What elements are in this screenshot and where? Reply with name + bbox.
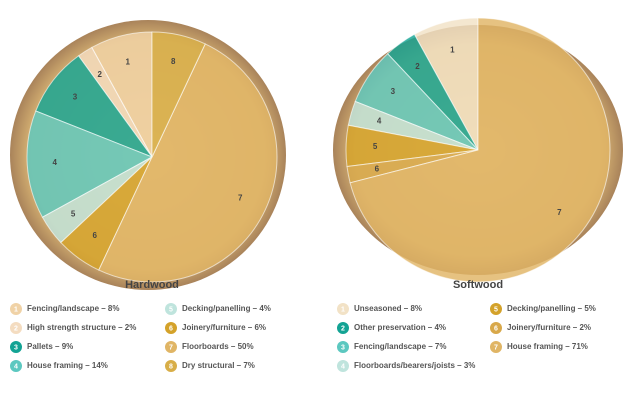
legend-badge [165, 322, 177, 334]
legend-badge [490, 322, 502, 334]
legend-badge [165, 341, 177, 353]
legend-badge [490, 303, 502, 315]
chart-title: Hardwood [125, 279, 179, 291]
legend-badge-number: 4 [14, 363, 18, 370]
chart-title: Softwood [453, 279, 503, 291]
legend-badge [337, 341, 349, 353]
legend-label: Fencing/landscape – 8% [27, 304, 119, 313]
legend-badge [490, 341, 502, 353]
slice-number: 7 [557, 208, 562, 217]
legend-label: Floorboards – 50% [182, 342, 254, 351]
legend-label: High strength structure – 2% [27, 323, 136, 332]
slice-number: 2 [415, 62, 420, 71]
pie-slice [26, 110, 154, 218]
legend-badge-number: 8 [169, 363, 173, 370]
legend-badge-number: 2 [341, 325, 345, 332]
legend-badge [165, 360, 177, 372]
slice-number: 8 [171, 57, 176, 66]
legend-badge [337, 360, 349, 372]
legend-badge-number: 1 [14, 306, 18, 313]
pie-slice [349, 17, 611, 283]
slice-number: 5 [71, 209, 76, 218]
slice-number: 7 [238, 194, 243, 203]
legend-label: Joinery/furniture – 2% [507, 323, 591, 332]
slice-number: 1 [126, 58, 131, 67]
legend-label: Floorboards/bearers/joists – 3% [354, 361, 475, 370]
legend-badge [337, 322, 349, 334]
slice-number: 6 [92, 231, 97, 240]
legend-badge [10, 303, 22, 315]
legend-badge-number: 5 [494, 306, 498, 313]
legend-badge-number: 6 [494, 325, 498, 332]
legend-badge-number: 6 [169, 325, 173, 332]
slice-number: 3 [73, 92, 78, 101]
pie-slice [98, 43, 278, 283]
legend-badge [165, 303, 177, 315]
legend-badge-number: 5 [169, 306, 173, 313]
legend-badge [10, 360, 22, 372]
slice-number: 1 [450, 45, 455, 54]
legend-label: Fencing/landscape – 7% [354, 342, 446, 351]
legend-badge-number: 7 [169, 344, 173, 351]
legend-label: House framing – 14% [27, 361, 108, 370]
legend-label: Decking/panelling – 5% [507, 304, 596, 313]
legend-label: Unseasoned – 8% [354, 304, 422, 313]
legend-label: House framing – 71% [507, 342, 588, 351]
legend-badge [10, 341, 22, 353]
legend-label: Joinery/furniture – 6% [182, 323, 266, 332]
slice-number: 2 [98, 70, 103, 79]
legend-badge [10, 322, 22, 334]
legend-label: Decking/panelling – 4% [182, 304, 271, 313]
legend-badge-number: 2 [14, 325, 18, 332]
legend-badge-number: 3 [341, 344, 345, 351]
slice-number: 6 [375, 164, 380, 173]
legend-badge-number: 1 [341, 306, 345, 313]
slice-number: 3 [391, 87, 396, 96]
legend-badge-number: 3 [14, 344, 18, 351]
slice-number: 4 [52, 158, 57, 167]
pie-slice [151, 31, 206, 158]
legend-badge-number: 7 [494, 344, 498, 351]
legend-label: Pallets – 9% [27, 342, 73, 351]
slice-number: 4 [377, 116, 382, 125]
legend-badge-number: 4 [341, 363, 345, 370]
slice-number: 5 [373, 142, 378, 151]
legend-label: Other preservation – 4% [354, 323, 446, 332]
legend-badge [337, 303, 349, 315]
legend-label: Dry structural – 7% [182, 361, 255, 370]
